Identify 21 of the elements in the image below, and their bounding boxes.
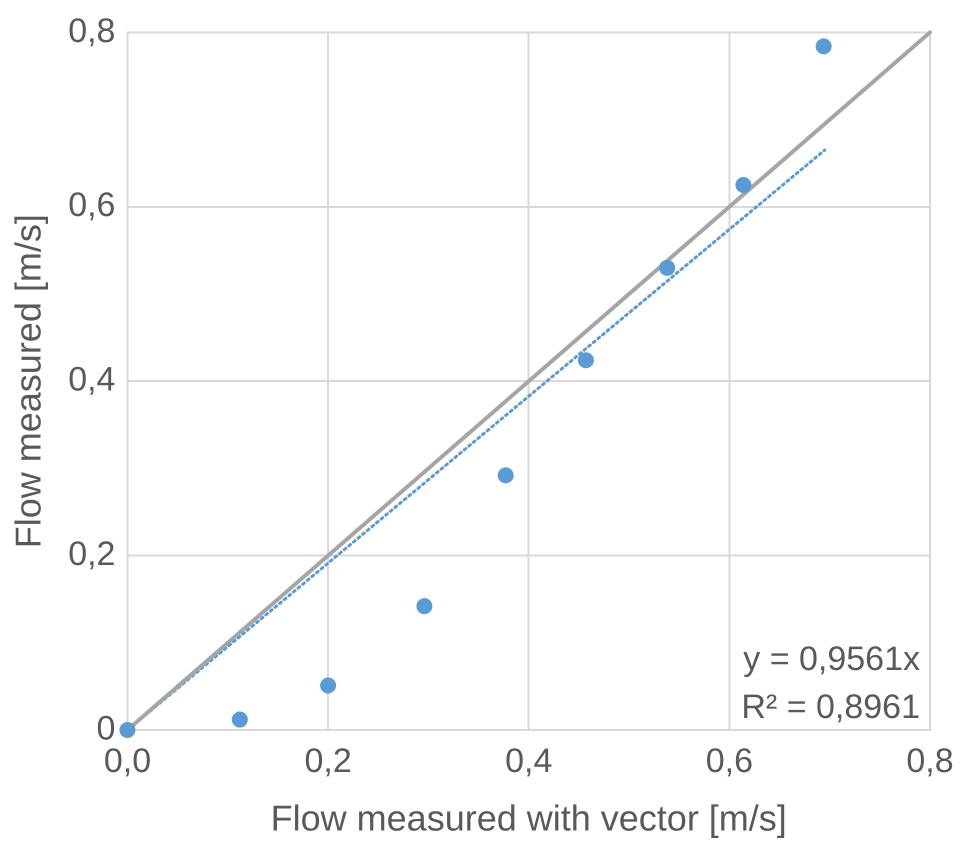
annotation: y = 0,9561x bbox=[743, 640, 920, 678]
x-tick-label: 0,4 bbox=[505, 742, 552, 780]
point bbox=[416, 598, 432, 614]
point bbox=[578, 352, 594, 368]
x-tick-label: 0,6 bbox=[706, 742, 753, 780]
point bbox=[659, 260, 676, 276]
annotation: R² = 0,8961 bbox=[741, 688, 920, 726]
point bbox=[498, 467, 514, 484]
y-tick-label: 0,8 bbox=[68, 12, 116, 50]
point bbox=[119, 722, 136, 738]
point bbox=[232, 712, 248, 728]
y-tick-label: 0,4 bbox=[68, 360, 116, 399]
x-tick-label: 0,2 bbox=[304, 742, 352, 780]
y-tick-label: 0,2 bbox=[68, 534, 116, 573]
point bbox=[816, 38, 832, 54]
point bbox=[320, 678, 336, 694]
x-axis-title: Flow measured with vector [m/s] bbox=[270, 797, 787, 838]
y-tick-label: 0,6 bbox=[68, 186, 116, 224]
y-axis-title: Flow measured [m/s] bbox=[8, 214, 49, 548]
x-tick-label: 0,8 bbox=[906, 742, 954, 780]
point bbox=[735, 177, 752, 193]
